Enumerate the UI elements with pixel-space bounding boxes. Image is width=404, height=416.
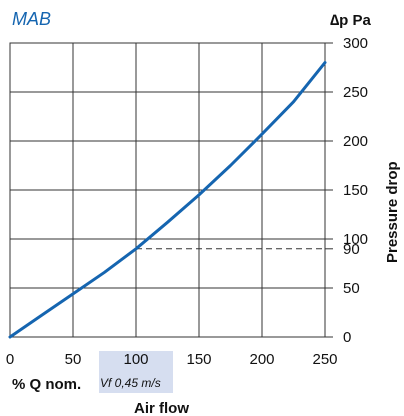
x-tick-label: 100 <box>123 351 148 368</box>
series-line <box>8 61 327 339</box>
x-tick-label: 150 <box>186 351 211 368</box>
y-axis-label: Pressure drop <box>384 161 401 263</box>
y-tick-label: 50 <box>343 280 360 297</box>
x-tick-label: 200 <box>249 351 274 368</box>
y-tick-label: 100 <box>343 231 368 248</box>
x-tick-label: 0 <box>6 351 14 368</box>
x-axis-label: Air flow <box>134 400 189 416</box>
y-unit-label: ∆p Pa <box>330 12 372 29</box>
x-prefix-label: % Q nom. <box>12 376 81 393</box>
y-tick-label: 200 <box>343 133 368 150</box>
x-tick-label: 50 <box>65 351 82 368</box>
y-tick-label: 0 <box>343 329 351 346</box>
chart-title: MAB <box>12 9 51 29</box>
y-tick-label: 150 <box>343 182 368 199</box>
x-tick-labels: 0 50 100 150 200 250 <box>6 351 338 368</box>
nominal-flow-highlight <box>99 351 173 393</box>
y-tick-label: 250 <box>343 84 368 101</box>
x-marker-note: Vf 0,45 m/s <box>100 376 161 390</box>
x-tick-label: 250 <box>312 351 337 368</box>
grid <box>10 43 325 337</box>
y-tick-label: 300 <box>343 35 368 52</box>
y-tick-label: 90 <box>343 241 360 258</box>
